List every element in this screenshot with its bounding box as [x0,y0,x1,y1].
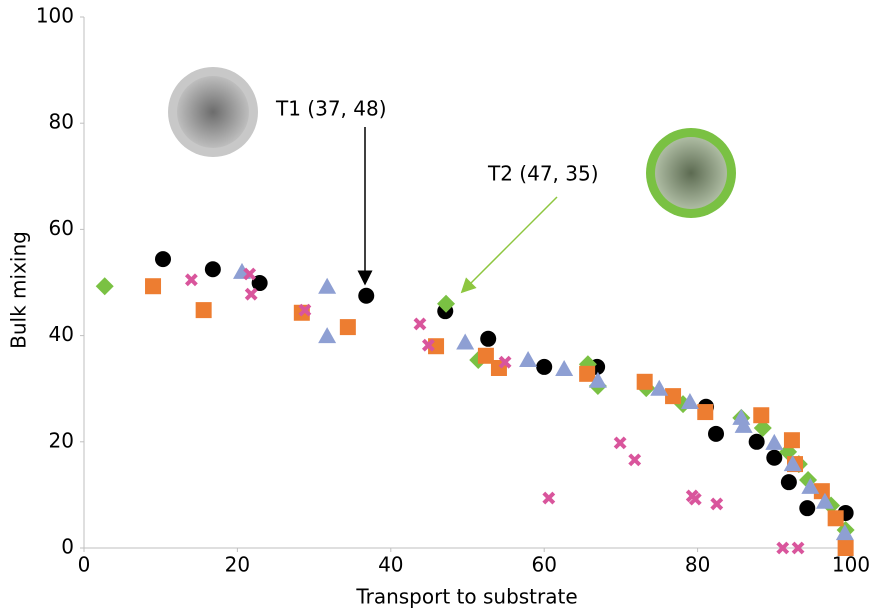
point [456,334,474,350]
point [838,540,854,556]
point [145,278,161,294]
point [637,374,653,390]
x-axis-label: Transport to substrate [355,585,577,609]
point [340,319,356,335]
point [196,302,212,318]
point [753,407,769,423]
x-tick-label: 40 [378,553,403,577]
point [246,289,256,299]
x-tick-label: 20 [225,553,250,577]
y-tick-label: 60 [49,216,74,240]
point [318,327,336,343]
x-tick-label: 100 [832,553,870,577]
point [781,474,797,490]
point [96,277,114,295]
point [630,455,640,465]
point [415,319,425,329]
point [708,426,724,442]
point [765,434,783,450]
point [784,432,800,448]
point [799,500,815,516]
point [536,359,552,375]
structure-icon-detail [655,137,727,209]
point [358,288,374,304]
point [480,331,496,347]
y-tick-label: 0 [61,535,74,559]
y-tick-label: 20 [49,428,74,452]
y-axis-label: Bulk mixing [7,231,31,349]
point [555,360,573,376]
x-tick-label: 0 [78,553,91,577]
point [519,351,537,367]
point [697,404,713,420]
plot-area: 0 20 40 60 80 100 0 20 40 60 80 100 [36,4,870,577]
point [828,510,844,526]
annotation: T2 (47, 35) [487,162,599,186]
point [155,251,171,267]
point [712,499,722,509]
point [615,438,625,448]
point [318,278,336,294]
y-tick-label: 100 [36,4,74,28]
x-tick-label: 60 [531,553,556,577]
annotation-arrow [466,197,557,288]
point [579,366,595,382]
structure-icon-detail [177,76,249,148]
y-tick-label: 40 [49,322,74,346]
y-tick-label: 80 [49,110,74,134]
point [205,261,221,277]
annotation: T1 (37, 48) [275,97,387,121]
point [665,388,681,404]
point [544,493,554,503]
point [186,275,196,285]
x-tick-label: 80 [685,553,710,577]
chart: 0 20 40 60 80 100 0 20 40 60 80 100 T1 (37, 48) T2 … [0,0,873,613]
